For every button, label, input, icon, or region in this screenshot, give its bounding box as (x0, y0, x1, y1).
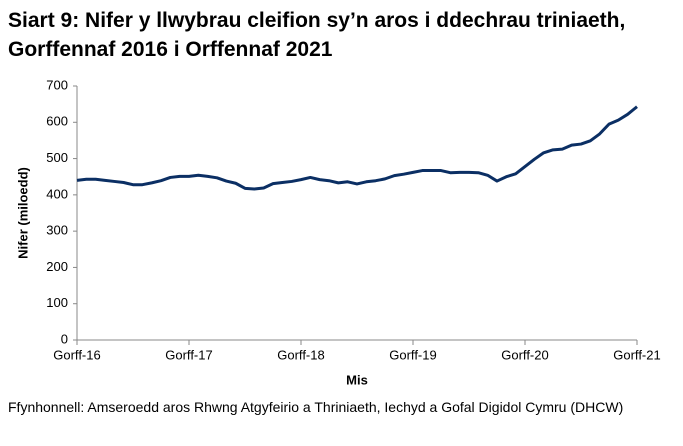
y-tick-label: 100 (46, 295, 68, 310)
chart: Nifer (miloedd) Mis 0 100 200 300 400 500 600 7… (15, 77, 660, 387)
y-tick-label: 600 (46, 114, 68, 129)
x-tick-label: Gorff-17 (165, 347, 212, 362)
x-axis-label: Mis (346, 372, 368, 387)
y-tick-label: 0 (61, 331, 68, 346)
y-tick-label: 200 (46, 259, 68, 274)
chart-title: Siart 9: Nifer y llwybrau cleifion sy’n … (8, 9, 626, 61)
x-tick-label: Gorff-18 (277, 347, 324, 362)
y-tick-label: 700 (46, 77, 68, 92)
y-tick-label: 400 (46, 186, 68, 201)
x-tick-label: Gorff-19 (389, 347, 436, 362)
x-tick-label: Gorff-21 (613, 347, 660, 362)
y-tick-label: 300 (46, 223, 68, 238)
data-line (76, 105, 638, 191)
x-tick-label: Gorff-20 (501, 347, 548, 362)
source-note: Ffynhonnell: Amseroedd aros Rhwng Atgyfe… (8, 399, 624, 415)
y-tick-label: 500 (46, 150, 68, 165)
y-axis-label: Nifer (miloedd) (15, 167, 30, 259)
x-tick-label: Gorff-16 (53, 347, 100, 362)
